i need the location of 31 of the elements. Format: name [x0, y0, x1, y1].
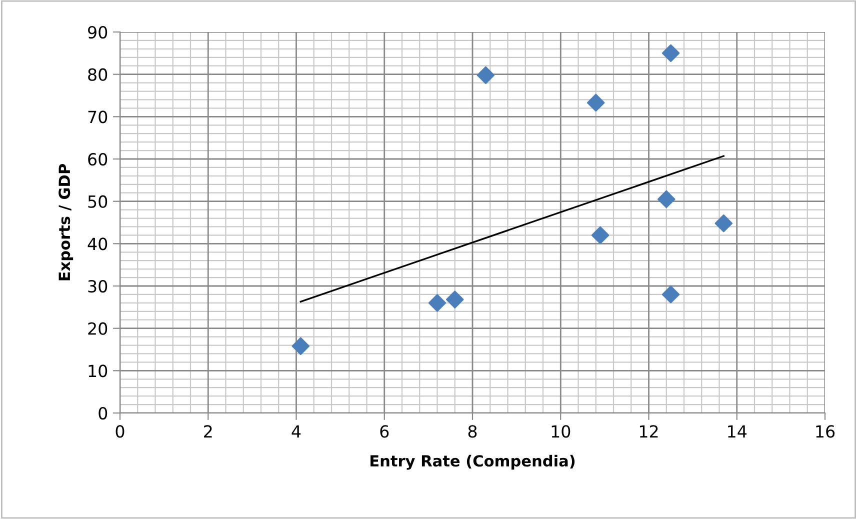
point: [476, 66, 495, 84]
point: [446, 290, 464, 308]
y-tick-label: 80: [88, 68, 108, 81]
x-tick-label: 0: [116, 425, 124, 438]
y-tick-label: 30: [88, 280, 108, 293]
point: [714, 214, 733, 232]
x-tick-label: 8: [468, 425, 477, 438]
x-tick-label: 12: [640, 425, 658, 438]
point: [662, 286, 680, 304]
x-axis-title: Entry Rate (Compendia): [370, 454, 575, 470]
y-tick-label: 60: [88, 152, 108, 166]
point: [292, 337, 310, 356]
x-tick-label: 16: [816, 425, 835, 438]
x-tick-label: 4: [292, 425, 301, 438]
y-tick-label: 70: [88, 110, 108, 124]
y-tick-label: 90: [88, 26, 108, 39]
y-tick-label: 50: [88, 195, 108, 208]
y-tick-label: 0: [98, 406, 108, 420]
point: [428, 294, 446, 312]
y-tick-label: 10: [88, 364, 108, 378]
point: [586, 94, 605, 112]
point: [657, 190, 676, 208]
y-axis-title: Exports / GDP: [58, 164, 74, 280]
point: [591, 226, 610, 244]
x-tick-label: 14: [728, 425, 747, 438]
x-tick-label: 2: [204, 425, 212, 438]
x-tick-label: 6: [380, 425, 389, 438]
x-tick-label: 10: [552, 425, 570, 438]
y-tick-label: 20: [88, 322, 108, 335]
point: [662, 44, 680, 62]
y-tick-label: 40: [88, 238, 108, 250]
